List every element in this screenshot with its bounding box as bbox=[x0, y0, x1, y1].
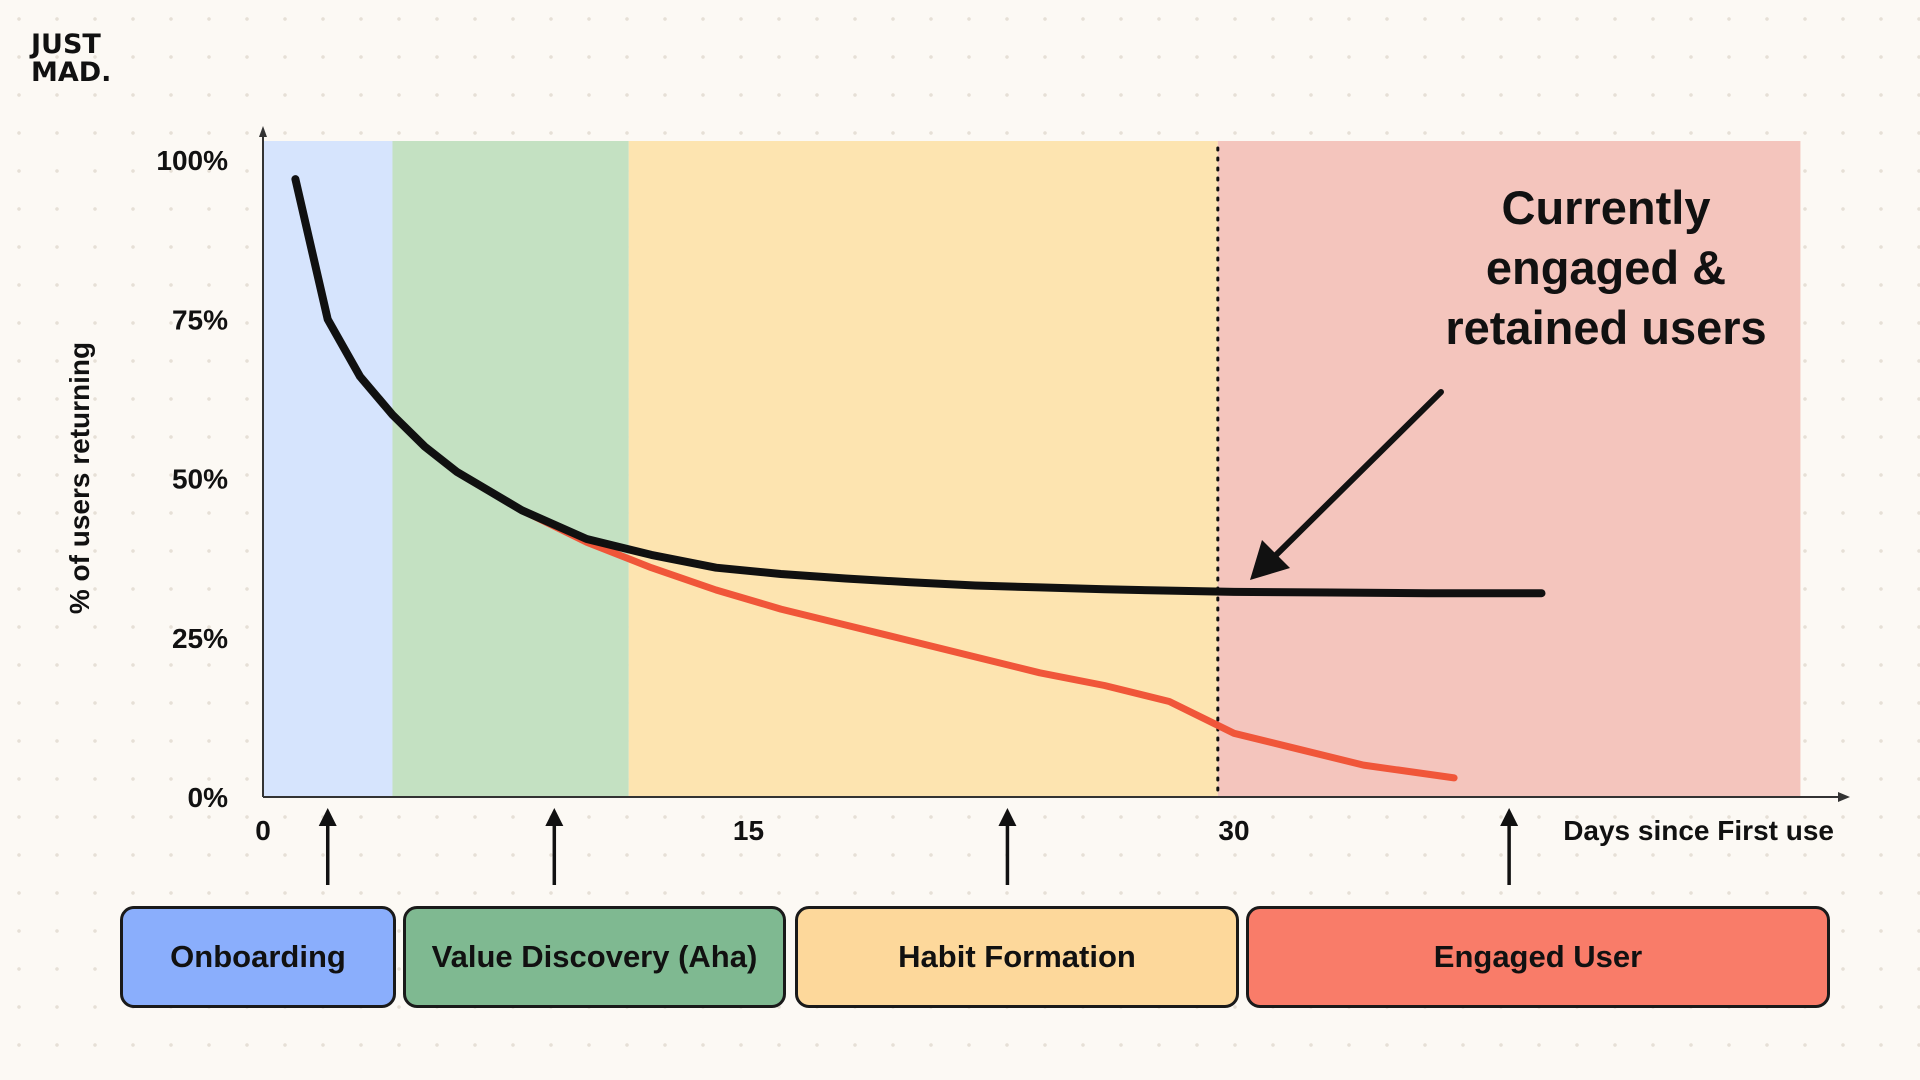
stage-label: Value Discovery (Aha) bbox=[431, 939, 758, 974]
stage-arrow-head bbox=[545, 808, 564, 826]
series-line-retained-texture bbox=[294, 178, 1545, 597]
brand-logo: JUST MAD. bbox=[31, 31, 111, 87]
stage-label: Onboarding bbox=[170, 939, 346, 974]
x-tick-label: 0 bbox=[255, 815, 271, 846]
stage-engaged-user[interactable]: Engaged User bbox=[1246, 906, 1830, 1008]
stage-label: Habit Formation bbox=[898, 939, 1136, 974]
stage-habit-formation[interactable]: Habit Formation bbox=[795, 906, 1239, 1008]
y-tick-label: 25% bbox=[172, 623, 228, 654]
logo-line-2: MAD. bbox=[31, 57, 112, 88]
annotation-line: engaged & bbox=[1486, 241, 1726, 294]
annotation-line: Currently bbox=[1502, 181, 1711, 234]
phase-band-value-discovery bbox=[392, 141, 629, 797]
y-tick-label: 0% bbox=[188, 782, 229, 813]
x-tick-label: 30 bbox=[1218, 815, 1249, 846]
x-axis-arrow bbox=[1838, 792, 1850, 802]
stage-label: Engaged User bbox=[1433, 939, 1643, 974]
x-tick-label: 15 bbox=[733, 815, 764, 846]
stage-arrow-head bbox=[1500, 808, 1519, 826]
y-tick-label: 100% bbox=[156, 145, 228, 176]
logo-line-1: JUST bbox=[31, 29, 101, 60]
y-tick-label: 75% bbox=[172, 304, 228, 335]
y-axis-arrow bbox=[259, 126, 267, 137]
annotation-arrow-shaft bbox=[1265, 389, 1444, 566]
y-axis-label: % of users returning bbox=[64, 342, 95, 614]
stage-arrow-head bbox=[318, 808, 337, 826]
phase-band-habit-formation bbox=[628, 141, 1218, 797]
stage-onboarding[interactable]: Onboarding bbox=[120, 906, 396, 1008]
y-tick-label: 50% bbox=[172, 464, 228, 495]
stage-arrow-head bbox=[998, 808, 1017, 826]
stage-value-discovery[interactable]: Value Discovery (Aha) bbox=[403, 906, 786, 1008]
phase-band-engaged-user bbox=[1217, 141, 1801, 797]
annotation-arrow-head bbox=[1250, 540, 1290, 580]
phase-band-onboarding bbox=[263, 141, 393, 797]
x-axis-label: Days since First use bbox=[1563, 815, 1834, 846]
annotation-line: retained users bbox=[1445, 301, 1766, 354]
